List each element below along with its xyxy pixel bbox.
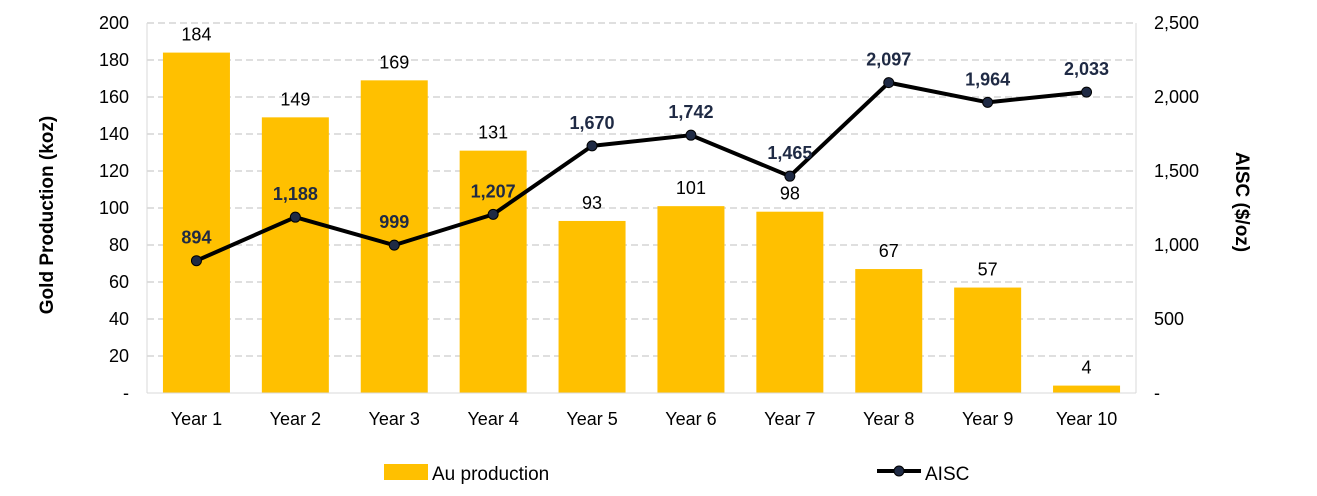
bar-label-year-2: 149 (280, 89, 310, 109)
aisc-label-year-2: 1,188 (273, 184, 318, 204)
legend-label-au-production: Au production (432, 464, 549, 485)
data-labels: 184 149 169 131 93 101 98 67 57 4 894 1,188 999 1,207… (181, 25, 1109, 378)
aisc-label-year-9: 1,964 (965, 69, 1010, 89)
y-right-tick-0: - (1154, 383, 1160, 403)
y-right-tick-2500: 2,500 (1154, 13, 1199, 33)
aisc-marker-year-10 (1081, 86, 1093, 98)
bar-label-year-3: 169 (379, 52, 409, 72)
aisc-label-year-4: 1,207 (471, 181, 516, 201)
aisc-marker-year-1 (190, 255, 202, 267)
y-left-tick-140: 140 (99, 124, 129, 144)
aisc-marker-year-4 (487, 208, 499, 220)
aisc-marker-year-2 (289, 211, 301, 223)
bar-label-year-4: 131 (478, 123, 508, 143)
x-tick-year-4: Year 4 (467, 409, 518, 429)
y-left-tick-20: 20 (109, 346, 129, 366)
aisc-marker-year-7 (784, 170, 796, 182)
x-tick-year-2: Year 2 (270, 409, 321, 429)
bar-year-5 (558, 220, 626, 393)
aisc-marker-year-8 (883, 77, 895, 89)
x-tick-year-7: Year 7 (764, 409, 815, 429)
y-right-tick-500: 500 (1154, 309, 1184, 329)
y-left-tick-80: 80 (109, 235, 129, 255)
aisc-marker-year-6 (685, 129, 697, 141)
bar-label-year-10: 4 (1082, 358, 1092, 378)
x-tick-year-8: Year 8 (863, 409, 914, 429)
bar-year-7 (756, 211, 824, 393)
legend-label-aisc: AISC (925, 464, 969, 485)
y-right-tick-1000: 1,000 (1154, 235, 1199, 255)
x-tick-year-1: Year 1 (171, 409, 222, 429)
y-right-tick-2000: 2,000 (1154, 87, 1199, 107)
axes (146, 23, 1137, 394)
aisc-label-year-10: 2,033 (1064, 59, 1109, 79)
aisc-label-year-8: 2,097 (866, 50, 911, 70)
y-left-tick-0: - (123, 383, 129, 403)
x-tick-year-10: Year 10 (1056, 409, 1117, 429)
bar-year-10 (1053, 385, 1121, 393)
y-left-tick-160: 160 (99, 87, 129, 107)
x-tick-year-5: Year 5 (566, 409, 617, 429)
y-left-tick-100: 100 (99, 198, 129, 218)
y-left-tick-180: 180 (99, 50, 129, 70)
bar-label-year-1: 184 (181, 25, 211, 45)
bar-label-year-7: 98 (780, 184, 800, 204)
y-right-tick-1500: 1,500 (1154, 161, 1199, 181)
y-axis-left-title: Gold Production (koz) (37, 116, 58, 314)
x-tick-year-3: Year 3 (369, 409, 420, 429)
aisc-line (195, 80, 1087, 263)
aisc-label-year-1: 894 (181, 228, 211, 248)
bar-label-year-8: 67 (879, 241, 899, 261)
y-axis-right-title: AISC ($/oz) (1231, 152, 1252, 252)
aisc-label-year-5: 1,670 (570, 113, 615, 133)
aisc-marker-year-3 (388, 239, 400, 251)
bar-year-2 (261, 117, 329, 393)
x-tick-year-6: Year 6 (665, 409, 716, 429)
aisc-label-year-6: 1,742 (668, 102, 713, 122)
y-left-tick-200: 200 (99, 13, 129, 33)
bar-year-8 (855, 269, 923, 393)
bar-label-year-9: 57 (978, 260, 998, 280)
legend: Au production AISC (384, 464, 969, 485)
y-left-tick-40: 40 (109, 309, 129, 329)
x-tick-year-9: Year 9 (962, 409, 1013, 429)
legend-swatch-au-production (384, 464, 428, 480)
aisc-label-year-3: 999 (379, 212, 409, 232)
bar-year-9 (954, 287, 1022, 393)
bar-series-au-production (162, 52, 1121, 393)
aisc-marker-year-9 (982, 96, 994, 108)
y-left-tick-60: 60 (109, 272, 129, 292)
aisc-label-year-7: 1,465 (767, 143, 812, 163)
legend-swatch-aisc-marker (893, 465, 905, 477)
bar-year-4 (459, 150, 527, 393)
bar-label-year-6: 101 (676, 178, 706, 198)
tick-labels: - 20 40 60 80 100 120 140 160 180 200 - 500 1,000 1,50… (99, 13, 1199, 429)
bar-year-1 (162, 52, 230, 393)
y-left-tick-120: 120 (99, 161, 129, 181)
bar-label-year-5: 93 (582, 193, 602, 213)
bar-year-6 (657, 206, 725, 393)
line-series-aisc (190, 77, 1093, 267)
aisc-marker-year-5 (586, 140, 598, 152)
